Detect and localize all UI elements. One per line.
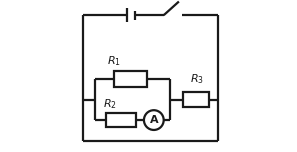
Bar — [106, 113, 136, 127]
Text: $R_2$: $R_2$ — [103, 97, 117, 111]
Bar — [184, 92, 209, 107]
Text: A: A — [149, 115, 158, 125]
Text: $R_3$: $R_3$ — [190, 72, 204, 86]
Text: $R_1$: $R_1$ — [108, 55, 121, 68]
Circle shape — [144, 110, 164, 130]
Bar — [113, 71, 147, 87]
